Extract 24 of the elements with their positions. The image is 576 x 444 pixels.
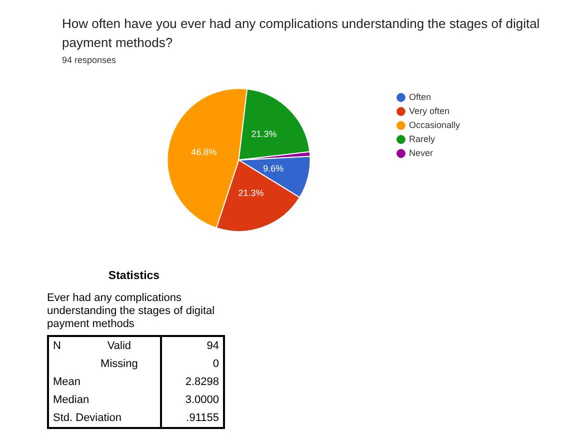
text: Mean — [52, 375, 82, 390]
text: 3.0000 — [161, 391, 224, 409]
text: Median — [52, 393, 90, 408]
legend-label: Occasionally — [408, 120, 460, 130]
data-label: 9.6% — [263, 163, 284, 174]
text: N — [52, 339, 62, 354]
text: Valid — [106, 339, 132, 354]
data-label: 21.3% — [251, 129, 277, 140]
text: 94 responses — [62, 55, 116, 65]
data-label: 46.8% — [191, 146, 217, 157]
legend-label: Often — [408, 92, 431, 102]
legend-label: Very often — [408, 106, 450, 116]
text: 0 — [161, 355, 224, 373]
chart-title: How often have you ever had any complications understanding the stages of digital payment methods? — [62, 15, 541, 52]
data-label: 21.3% — [238, 188, 264, 198]
text: 2.8298 — [161, 373, 224, 391]
legend-label: Never — [408, 148, 433, 158]
text: Ever had any complications understanding the stages of digital payment methods — [47, 292, 216, 331]
text: .91155 — [161, 409, 224, 428]
text: Statistics — [107, 270, 161, 282]
text: Std. Deviation — [52, 411, 122, 426]
text: Missing — [100, 357, 139, 372]
text: 94 — [161, 336, 224, 355]
legend-label: Rarely — [408, 134, 436, 144]
